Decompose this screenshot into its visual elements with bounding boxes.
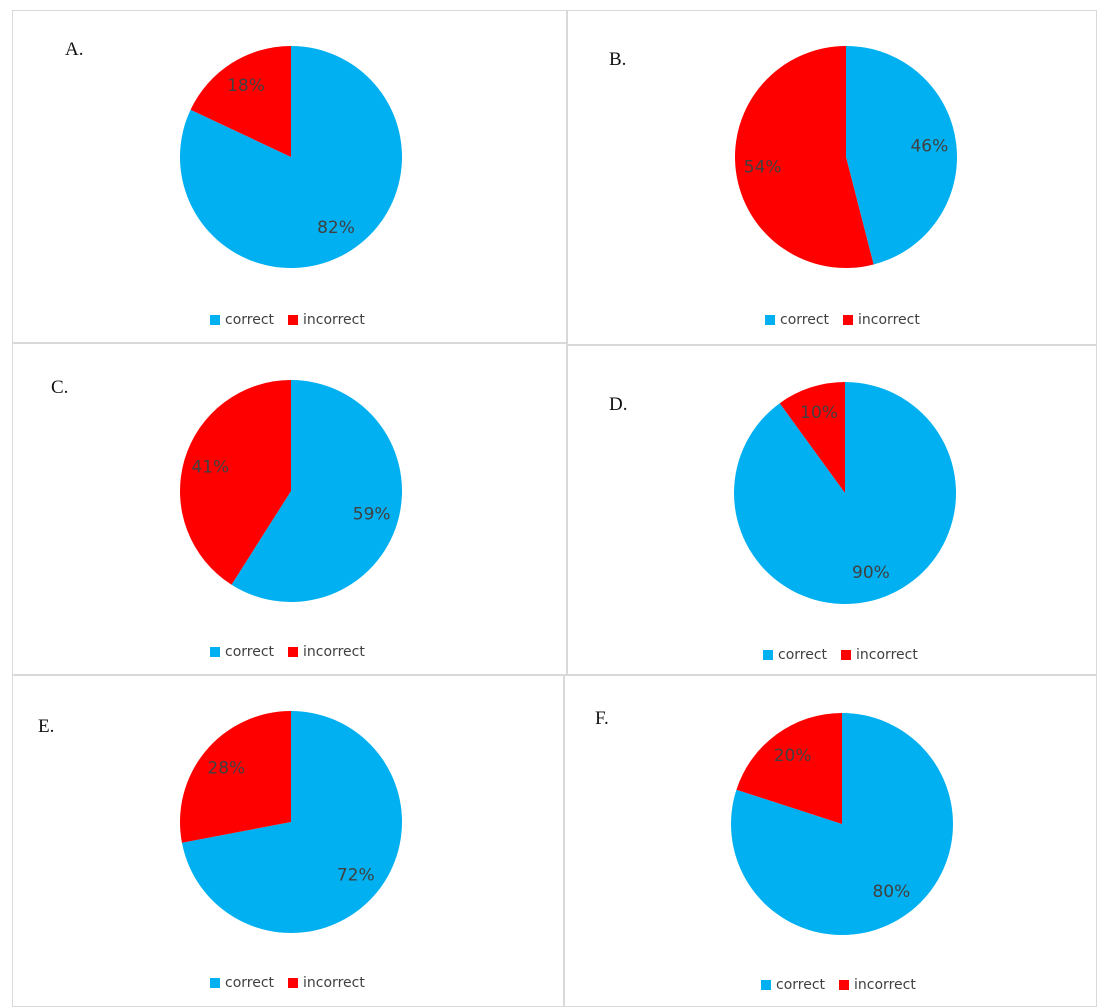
legend-label-incorrect: incorrect (303, 644, 365, 660)
chart-panel-f: F. 80% 20% correct incorrect (564, 675, 1097, 1007)
data-label-correct: 59% (353, 504, 391, 524)
legend-swatch-correct (210, 978, 220, 988)
chart-panel-d: D. 90% 10% correct incorrect (567, 345, 1097, 675)
legend-item-incorrect: incorrect (288, 975, 365, 991)
chart-panel-c: C. 59% 41% correct incorrect (12, 343, 567, 675)
pie-slice-correct (846, 46, 958, 265)
panel-label: A. (65, 39, 84, 60)
legend-item-incorrect: incorrect (839, 977, 916, 993)
chart-legend: correct incorrect (210, 975, 365, 991)
data-label-correct: 90% (852, 563, 890, 583)
pie-slice-incorrect (736, 713, 842, 824)
legend-swatch-incorrect (843, 315, 854, 325)
panel-label: F. (595, 708, 609, 729)
legend-label-correct: correct (225, 312, 275, 328)
pie-chart: 59% 41% (180, 380, 402, 602)
legend-item-correct: correct (763, 647, 827, 663)
data-label-correct: 82% (317, 218, 355, 238)
legend-label-incorrect: incorrect (858, 312, 920, 328)
pie-chart: 90% 10% (734, 382, 956, 604)
pie-slice-incorrect (180, 380, 291, 585)
legend-label-correct: correct (778, 647, 828, 663)
chart-legend: correct incorrect (210, 312, 365, 328)
legend-item-correct: correct (210, 975, 274, 991)
legend-swatch-correct (761, 980, 771, 990)
pie-chart: 80% 20% (731, 713, 953, 935)
legend-item-incorrect: incorrect (288, 644, 365, 660)
legend-swatch-correct (763, 650, 773, 660)
legend-label-incorrect: incorrect (303, 312, 365, 328)
legend-swatch-incorrect (841, 650, 852, 660)
chart-panel-b: B. 46% 54% correct incorrect (567, 10, 1097, 345)
data-label-incorrect: 18% (227, 76, 265, 96)
data-label-correct: 80% (872, 882, 910, 902)
legend-swatch-incorrect (839, 980, 850, 990)
legend-swatch-correct (765, 315, 775, 325)
legend-label-correct: correct (780, 312, 830, 328)
chart-panel-e: E. 72% 28% correct incorrect (12, 675, 564, 1007)
legend-item-incorrect: incorrect (841, 647, 918, 663)
legend-label-correct: correct (225, 975, 275, 991)
legend-label-incorrect: incorrect (303, 975, 365, 991)
legend-label-incorrect: incorrect (854, 977, 916, 993)
data-label-incorrect: 20% (774, 746, 812, 766)
chart-legend: correct incorrect (761, 977, 916, 993)
pie-slice-incorrect (779, 382, 845, 493)
data-label-correct: 46% (910, 136, 948, 156)
pie-slice-incorrect (735, 46, 874, 268)
legend-item-correct: correct (210, 644, 274, 660)
legend-item-incorrect: incorrect (843, 312, 920, 328)
legend-label-correct: correct (225, 644, 275, 660)
legend-item-correct: correct (761, 977, 825, 993)
pie-chart: 46% 54% (735, 46, 958, 268)
chart-legend: correct incorrect (765, 312, 920, 328)
chart-legend: correct incorrect (763, 647, 918, 663)
legend-swatch-incorrect (288, 647, 299, 657)
panel-label: C. (51, 377, 69, 398)
pie-slice-correct (231, 380, 402, 602)
pie-chart: 82% 18% (180, 46, 402, 268)
legend-swatch-correct (210, 315, 220, 325)
chart-panel-a: A. 82% 18% correct incorrect (12, 10, 567, 343)
pie-slice-correct (181, 711, 402, 933)
legend-item-correct: correct (765, 312, 829, 328)
pie-slice-incorrect (190, 46, 291, 157)
legend-swatch-incorrect (288, 315, 299, 325)
legend-item-correct: correct (210, 312, 274, 328)
data-label-incorrect: 28% (207, 758, 245, 778)
pie-slice-incorrect (180, 711, 291, 843)
data-label-incorrect: 54% (744, 158, 782, 178)
panel-label: B. (609, 49, 627, 70)
panel-label: E. (38, 716, 55, 737)
data-label-correct: 72% (337, 866, 375, 886)
chart-legend: correct incorrect (210, 644, 365, 660)
legend-swatch-incorrect (288, 978, 299, 988)
legend-item-incorrect: incorrect (288, 312, 365, 328)
legend-swatch-correct (210, 647, 220, 657)
data-label-incorrect: 10% (800, 403, 838, 423)
legend-label-correct: correct (776, 977, 826, 993)
legend-label-incorrect: incorrect (856, 647, 918, 663)
data-label-incorrect: 41% (191, 458, 229, 478)
pie-chart: 72% 28% (180, 711, 402, 933)
panel-label: D. (609, 394, 628, 415)
